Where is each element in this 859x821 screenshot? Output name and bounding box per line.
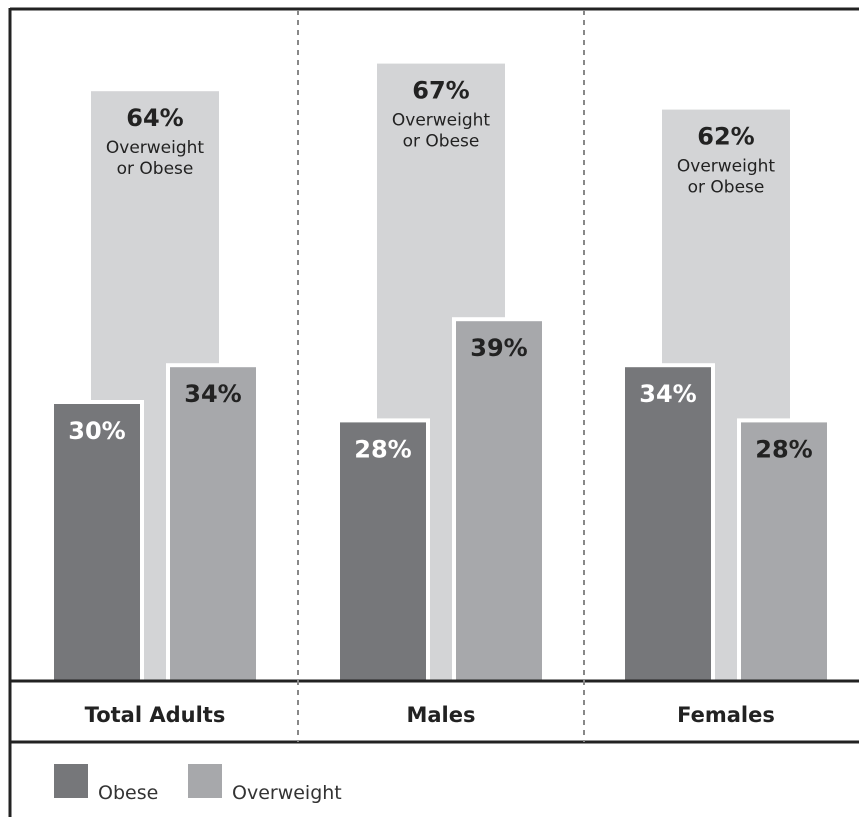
total-value-label: 64% (126, 104, 183, 132)
total-value-label: 67% (412, 77, 469, 105)
chart-frame (8, 7, 859, 817)
legend: Obese Overweight (54, 764, 342, 804)
bar-obese-males (340, 422, 426, 680)
total-caption-line: or Obese (403, 132, 480, 152)
bar-value-label: 34% (184, 380, 241, 408)
category-label-total-adults: Total Adults (85, 703, 226, 727)
category-label-females: Females (677, 703, 775, 727)
total-caption-line: or Obese (117, 159, 194, 179)
bar-value-label: 28% (755, 435, 812, 463)
bar-value-label: 39% (470, 334, 527, 362)
legend-label-obese: Obese (98, 782, 158, 804)
category-label-males: Males (406, 703, 475, 727)
bar-value-label: 28% (354, 435, 411, 463)
total-caption-line: Overweight (106, 138, 205, 158)
legend-label-overweight: Overweight (232, 782, 342, 804)
category-labels-group: Total Adults Males Females (85, 703, 775, 727)
bar-obese-total-adults (54, 404, 140, 680)
bar-value-label: 30% (68, 417, 125, 445)
bar-overweight-males (456, 321, 542, 680)
legend-swatch-overweight (188, 764, 222, 798)
bar-overweight-total-adults (170, 367, 256, 680)
total-caption-line: or Obese (688, 178, 765, 198)
total-caption-line: Overweight (392, 111, 491, 131)
bar-overweight-females (741, 422, 827, 680)
total-value-label: 62% (697, 123, 754, 151)
legend-swatch-obese (54, 764, 88, 798)
series-bars-group: 30% 34% 28% 39% 34% 28% (50, 317, 831, 680)
bar-value-label: 34% (639, 380, 696, 408)
bar-obese-females (625, 367, 711, 680)
total-caption-line: Overweight (677, 157, 776, 177)
